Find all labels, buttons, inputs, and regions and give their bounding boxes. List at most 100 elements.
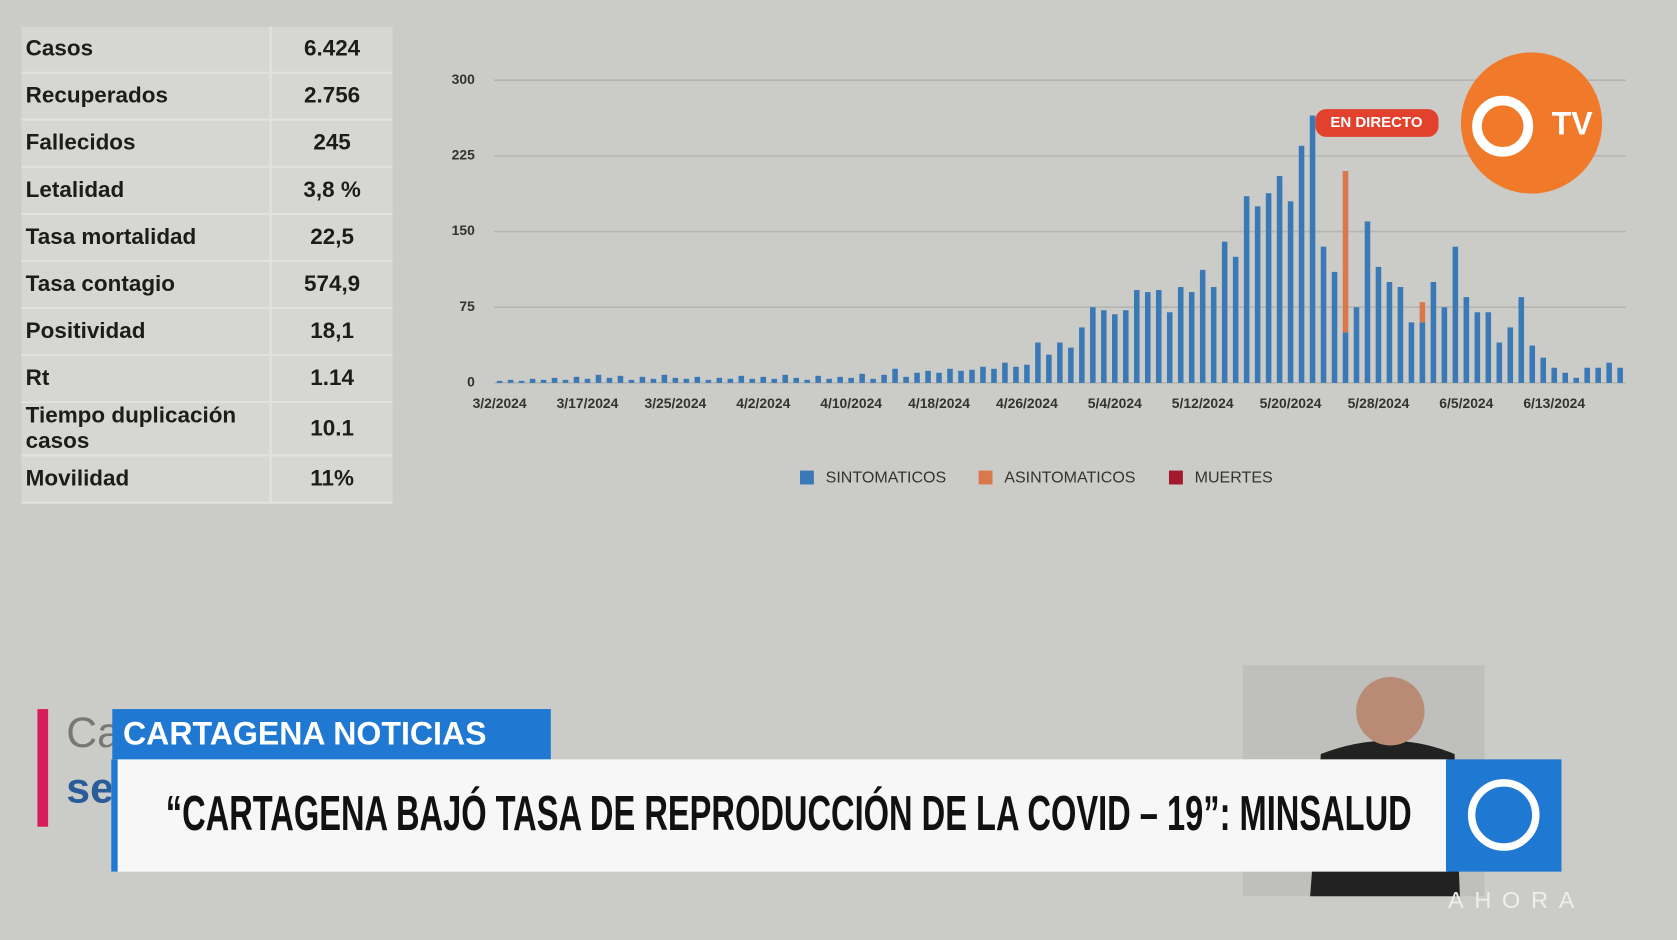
stat-label: Tiempo duplicación casos <box>21 403 272 455</box>
bar <box>562 379 569 383</box>
bar <box>760 376 767 383</box>
bar <box>1112 314 1118 383</box>
bar <box>1452 246 1459 383</box>
y-tick-label: 75 <box>459 298 475 314</box>
bar <box>1320 246 1327 383</box>
bar <box>1046 354 1052 383</box>
bar <box>1210 287 1217 383</box>
stat-value: 6.424 <box>303 36 361 61</box>
bar <box>1057 342 1063 383</box>
y-tick-label: 300 <box>452 71 475 87</box>
stat-value: 245 <box>313 130 351 156</box>
bar <box>936 372 942 383</box>
bar <box>1002 362 1008 383</box>
bar <box>804 379 810 383</box>
y-tick-label: 150 <box>452 222 475 238</box>
stat-label: Recuperados <box>21 73 272 119</box>
bar <box>749 378 756 383</box>
bar <box>1551 367 1558 383</box>
bar <box>848 377 854 383</box>
bar <box>1595 367 1601 383</box>
bar <box>1617 367 1623 383</box>
bar <box>1474 312 1481 383</box>
bar <box>1507 327 1514 383</box>
table-row: Recuperados 2.756 <box>21 73 393 121</box>
bar <box>1485 312 1492 383</box>
x-tick-label: 4/10/2024 <box>820 395 882 411</box>
y-tick-label: 225 <box>452 147 475 163</box>
table-row: Rt 1.14 <box>21 356 393 404</box>
live-badge-bg <box>1315 109 1439 137</box>
bar <box>1079 327 1085 383</box>
table-row: Tiempo duplicación casos 10.1 <box>21 403 393 457</box>
bar <box>991 368 997 383</box>
bar <box>947 368 953 383</box>
bar <box>716 377 723 383</box>
x-tick-label: 6/13/2024 <box>1523 395 1585 411</box>
bar <box>529 378 536 383</box>
x-tick-label: 3/25/2024 <box>644 395 706 411</box>
bar <box>1386 281 1393 383</box>
bar <box>1573 377 1579 383</box>
live-badge: EN DIRECTO <box>1330 114 1422 131</box>
bar <box>826 378 832 383</box>
bar <box>1331 271 1338 383</box>
bar <box>1397 287 1404 383</box>
stats-table: Casos 6.424 Recuperados 2.756 Fallecidos 245 L… <box>21 26 393 504</box>
bar <box>980 366 986 383</box>
table-row: Fallecidos 245 <box>21 120 393 168</box>
table-row: Tasa mortalidad 22,5 <box>21 214 393 263</box>
stat-label: Tasa mortalidad <box>21 214 272 260</box>
bar <box>1265 193 1272 383</box>
table-row: Movilidad 11% <box>21 456 393 504</box>
watermark: AHORA <box>1448 887 1585 913</box>
bar <box>1133 290 1140 383</box>
bar <box>1199 269 1206 383</box>
bar <box>617 375 624 383</box>
headline: “CARTAGENA BAJÓ TASA DE REPRODUCCIÓN DE … <box>166 785 1412 841</box>
bar <box>1166 312 1173 383</box>
stat-value: 2.756 <box>303 83 361 109</box>
x-tick-label: 5/28/2024 <box>1348 395 1410 411</box>
stat-label: Positividad <box>21 309 272 355</box>
accent-bar <box>37 709 49 827</box>
legend-swatch <box>978 470 993 485</box>
bar <box>628 379 635 383</box>
bar <box>771 378 778 383</box>
legend-label: ASINTOMATICOS <box>1004 468 1135 486</box>
bar <box>1221 241 1228 383</box>
x-tick-label: 3/17/2024 <box>557 395 619 411</box>
bar <box>1562 372 1568 383</box>
bar <box>694 376 701 383</box>
stat-label: Movilidad <box>21 456 272 502</box>
legend-swatch <box>799 470 814 485</box>
bar <box>507 379 514 383</box>
bar <box>914 372 920 383</box>
bar <box>1024 364 1030 383</box>
signer-head <box>1356 676 1425 746</box>
bar <box>661 374 668 383</box>
bar <box>870 378 876 383</box>
table-row: Positividad 18,1 <box>21 309 393 357</box>
stat-value: 3,8 % <box>303 177 361 203</box>
bar <box>1309 115 1316 383</box>
bar <box>650 378 657 383</box>
bar <box>1090 307 1096 383</box>
x-tick-label: 3/2/2024 <box>473 395 527 411</box>
x-tick-label: 5/4/2024 <box>1088 395 1142 411</box>
stat-label: Fallecidos <box>21 120 272 166</box>
channel-logo-mark <box>1472 95 1534 157</box>
bar <box>1375 266 1382 383</box>
x-tick-label: 4/18/2024 <box>908 395 970 411</box>
bar <box>969 369 975 383</box>
bar <box>1155 290 1162 383</box>
bar <box>705 379 712 383</box>
bar <box>518 380 525 383</box>
stat-value: 22,5 <box>310 224 354 250</box>
bar <box>859 373 865 383</box>
table-row: Casos 6.424 <box>21 26 393 74</box>
bar <box>1276 176 1283 383</box>
